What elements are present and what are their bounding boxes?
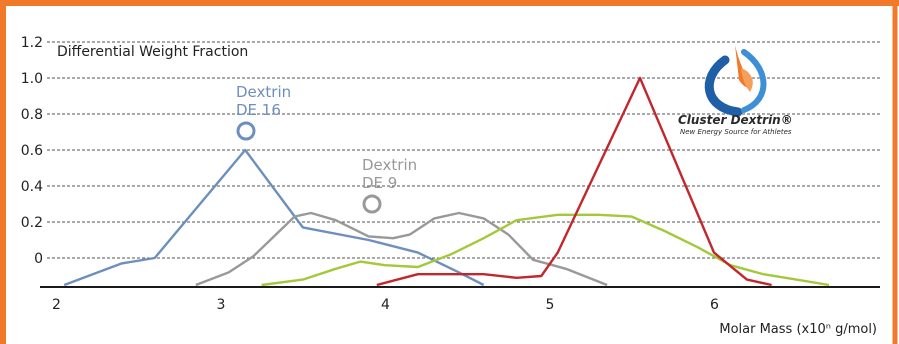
y-tick-label: 1.2 (21, 35, 43, 51)
x-axis-label: Molar Mass (x10ⁿ g/mol) (719, 322, 877, 337)
annotation-dextrin-de16: Dextrin DE 16 (236, 83, 291, 141)
y-tick-label: 0 (34, 251, 43, 267)
series-line-4 (376, 76, 772, 287)
x-tick-label: 6 (710, 297, 719, 313)
annotation-de16-line1: Dextrin (236, 83, 291, 101)
y-tick-label: 0.2 (21, 215, 43, 231)
x-tick-label: 5 (546, 297, 555, 313)
series-lines (63, 76, 830, 287)
y-axis-label: Differential Weight Fraction (57, 44, 248, 60)
annotation-de9-marker (362, 194, 382, 214)
annotation-de9-line1: Dextrin (362, 156, 417, 174)
y-axis-ticks: 1.2 1.0 0.8 0.6 0.4 0.2 0 (21, 35, 43, 267)
x-axis-ticks: 2 3 4 5 6 (52, 297, 719, 313)
y-tick-label: 0.4 (21, 179, 43, 195)
cluster-dextrin-logo: Cluster Dextrin® New Energy Source for A… (678, 45, 793, 136)
annotation-dextrin-de9: Dextrin DE 9 (362, 156, 417, 214)
series-line-1 (63, 148, 485, 287)
annotation-de16-marker (236, 121, 256, 141)
x-tick-label: 4 (381, 297, 390, 313)
logo-subtitle: New Energy Source for Athletes (680, 128, 792, 136)
y-tick-label: 0.8 (21, 107, 43, 123)
y-tick-label: 0.6 (21, 143, 43, 159)
annotation-de16-line2: DE 16 (236, 101, 281, 119)
x-tick-label: 3 (217, 297, 226, 313)
logo-swirl-icon (704, 45, 767, 117)
annotation-de9-line2: DE 9 (362, 174, 397, 192)
series-line-3 (261, 213, 830, 287)
logo-title: Cluster Dextrin® (678, 113, 793, 127)
y-tick-label: 1.0 (21, 71, 43, 87)
series-line-2 (195, 211, 608, 287)
x-tick-label: 2 (52, 297, 61, 313)
grid-lines (47, 41, 880, 259)
